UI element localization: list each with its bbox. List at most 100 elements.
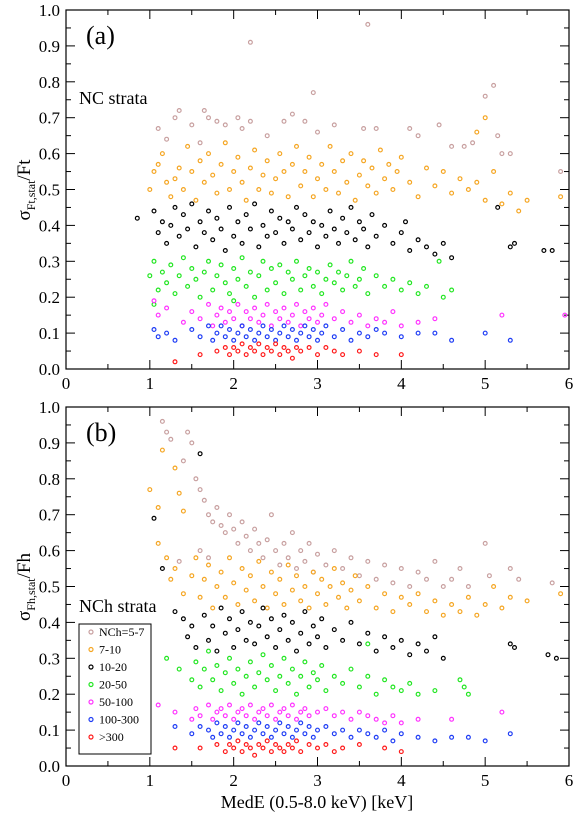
data-point: [214, 215, 220, 221]
data-point: [294, 258, 300, 264]
y-tick-label: 0.8: [39, 470, 60, 489]
data-point: [281, 655, 287, 661]
data-point: [516, 208, 522, 214]
data-point: [193, 197, 199, 203]
y-tick-label: 0.5: [39, 578, 60, 597]
data-point: [222, 749, 228, 755]
data-point: [281, 169, 287, 175]
data-point: [227, 655, 233, 661]
data-point: [407, 601, 413, 607]
data-point: [227, 702, 233, 708]
data-point: [294, 301, 300, 307]
data-point: [227, 555, 233, 561]
data-point: [239, 255, 245, 261]
data-point: [285, 741, 291, 747]
data-point: [193, 706, 199, 712]
data-point: [227, 512, 233, 518]
data-point: [172, 337, 178, 343]
legend-marker: [88, 699, 94, 705]
data-point: [482, 197, 488, 203]
data-point: [231, 316, 237, 322]
data-point: [256, 330, 262, 336]
data-point: [264, 133, 270, 139]
data-point: [356, 276, 362, 282]
data-point: [407, 680, 413, 686]
data-point: [373, 273, 379, 279]
data-point: [264, 738, 270, 744]
data-point: [231, 345, 237, 351]
legend-label: 100-300: [99, 713, 139, 727]
data-point: [415, 194, 421, 200]
data-point: [185, 429, 191, 435]
data-point: [507, 244, 513, 250]
data-point: [172, 723, 178, 729]
y-tick-label: 0.9: [39, 434, 60, 453]
x-tick-label: 3: [313, 374, 322, 393]
data-point: [218, 569, 224, 575]
data-point: [252, 294, 258, 300]
data-point: [390, 276, 396, 282]
data-point: [352, 197, 358, 203]
data-point: [449, 337, 455, 343]
data-point: [382, 720, 388, 726]
data-point: [268, 190, 274, 196]
data-point: [247, 745, 253, 751]
data-point: [449, 190, 455, 196]
data-point: [298, 287, 304, 293]
data-point: [164, 655, 170, 661]
data-point: [398, 230, 404, 236]
data-point: [298, 720, 304, 726]
data-point: [210, 734, 216, 740]
data-point: [340, 565, 346, 571]
data-point: [306, 641, 312, 647]
data-point: [268, 702, 274, 708]
data-point: [164, 240, 170, 246]
panel-tag-b: (b): [86, 418, 116, 447]
data-point: [298, 630, 304, 636]
data-point: [499, 151, 505, 157]
data-point: [348, 734, 354, 740]
data-point: [340, 680, 346, 686]
data-point: [222, 319, 228, 325]
data-point: [256, 720, 262, 726]
data-point: [185, 634, 191, 640]
data-point: [189, 623, 195, 629]
data-point: [424, 283, 430, 289]
plot-frame-a: [65, 9, 570, 370]
data-point: [214, 273, 220, 279]
data-point: [155, 702, 161, 708]
y-tick-label: 0.7: [39, 506, 61, 525]
legend-box: [78, 623, 152, 755]
data-point: [516, 576, 522, 582]
data-point: [340, 745, 346, 751]
data-point: [210, 623, 216, 629]
data-point: [398, 731, 404, 737]
data-point: [289, 702, 295, 708]
data-point: [398, 323, 404, 329]
data-point: [243, 533, 249, 539]
data-point: [361, 158, 367, 164]
data-point: [352, 573, 358, 579]
data-point: [390, 240, 396, 246]
data-point: [147, 273, 153, 279]
data-point: [260, 706, 266, 712]
data-point: [331, 713, 337, 719]
data-point: [356, 741, 362, 747]
data-point: [306, 345, 312, 351]
y-tick-label: 0.2: [39, 288, 60, 307]
data-point: [336, 240, 342, 246]
data-point: [231, 727, 237, 733]
data-point: [206, 555, 212, 561]
data-point: [294, 337, 300, 343]
data-point: [268, 749, 274, 755]
y-tick-label: 0.6: [39, 145, 60, 164]
data-point: [398, 334, 404, 340]
data-point: [206, 258, 212, 264]
data-point: [315, 337, 321, 343]
data-point: [218, 226, 224, 232]
data-point: [356, 172, 362, 178]
data-point: [491, 583, 497, 589]
data-point: [260, 172, 266, 178]
data-point: [277, 262, 283, 268]
